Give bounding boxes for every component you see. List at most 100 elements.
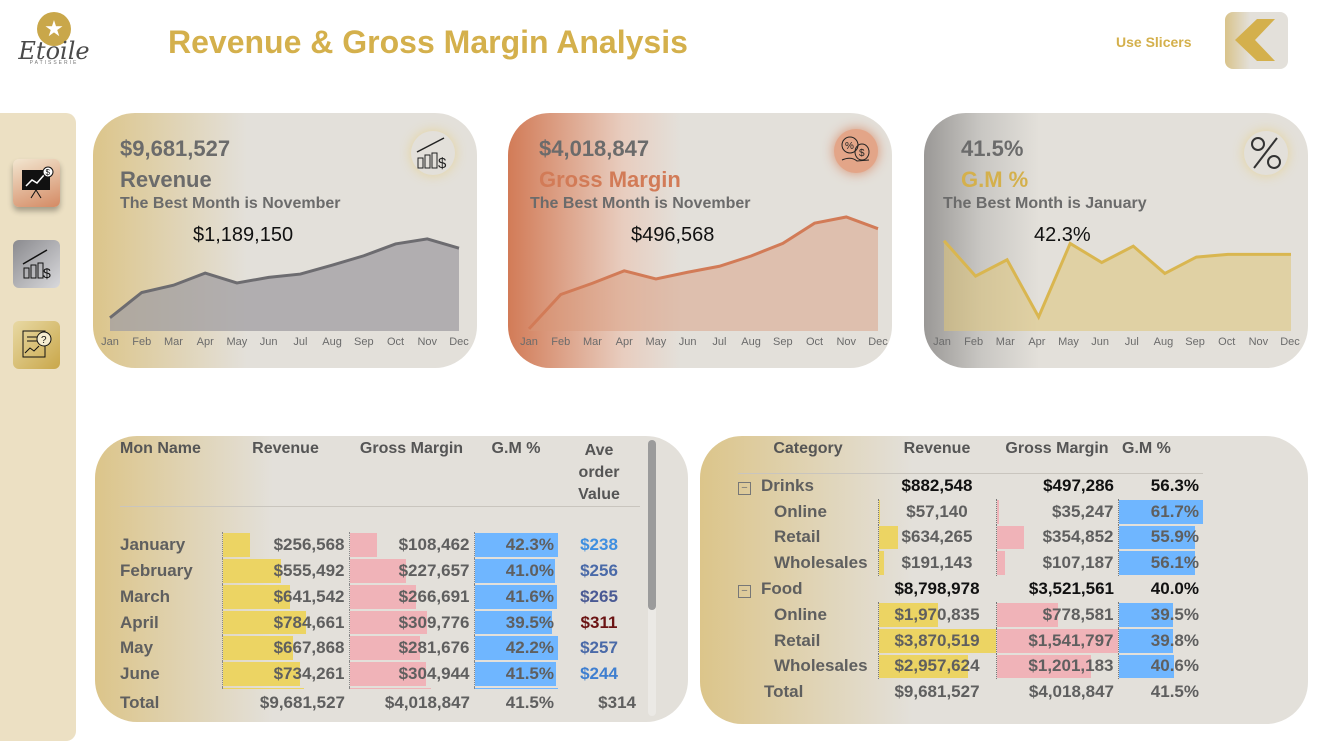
gm-percent-best-month: The Best Month is January <box>943 195 1147 212</box>
gross-margin-data-bar <box>349 610 427 635</box>
revenue-value: $256,568 <box>273 535 345 555</box>
channel-name: Online <box>774 604 827 624</box>
table-row[interactable]: April $784,661 $309,776 39.5% $311 <box>120 609 640 636</box>
x-tick-label: Jan <box>520 336 538 348</box>
channel-row[interactable]: Online $57,140 $35,247 61.7% <box>738 498 1203 525</box>
revenue-value: $191,143 <box>901 553 973 573</box>
gross-margin-card: $4,018,847 Gross Margin The Best Month i… <box>508 113 892 368</box>
sidebar-item-growth[interactable]: $ <box>13 240 60 288</box>
revenue-card: $9,681,527 Revenue The Best Month is Nov… <box>93 113 477 368</box>
gm-percent-data-bar <box>1118 602 1173 627</box>
money-hand-icon: % $ <box>834 129 878 173</box>
header-revenue[interactable]: Revenue <box>903 440 971 457</box>
x-tick-label: May <box>226 336 248 348</box>
sidebar-item-revenue-dashboard[interactable]: $ <box>13 159 60 207</box>
gm-percent-total: 41.5% <box>961 136 1024 161</box>
gross-margin-value: $227,657 <box>398 560 470 580</box>
channel-row[interactable]: Online $1,970,835 $778,581 39.5% <box>738 601 1203 628</box>
table-row[interactable]: February $555,492 $227,657 41.0% $256 <box>120 558 640 584</box>
x-tick-label: May <box>645 336 667 348</box>
month-name: May <box>120 638 154 658</box>
month-name: June <box>120 664 160 684</box>
header-gross-margin[interactable]: Gross Margin <box>359 440 464 457</box>
revenue-value: $784,661 <box>273 612 345 632</box>
avg-order-value: $238 <box>580 535 618 555</box>
monthly-total-row: Total $9,681,527 $4,018,847 41.5% $314 <box>120 690 640 716</box>
gm-percent-area-chart <box>942 239 1291 331</box>
category-group-row[interactable]: − Food $8,798,978 $3,521,561 40.0% <box>738 576 1203 602</box>
gross-margin-data-bar <box>996 602 1058 627</box>
gross-margin-value: $1,201,183 <box>1028 656 1114 676</box>
gross-margin-peak-value: $496,568 <box>631 224 715 246</box>
gm-percent-value: 42.2% <box>505 638 554 658</box>
gm-percent-data-bar <box>474 559 556 583</box>
table-row[interactable]: March $641,542 $266,691 41.6% $265 <box>120 583 640 610</box>
chevron-left-icon <box>1235 19 1275 61</box>
revenue-data-bar <box>222 559 282 583</box>
table-row[interactable]: July $773,341 $325,703 42.1% $223 <box>120 687 640 689</box>
logo-text: Etoile <box>18 37 90 65</box>
gross-margin-value: $304,944 <box>398 664 470 684</box>
channel-row[interactable]: Retail $3,870,519 $1,541,797 39.8% <box>738 627 1203 654</box>
channel-row[interactable]: Wholesales $191,143 $107,187 56.1% <box>738 550 1203 577</box>
use-slicers-link[interactable]: Use Slicers <box>1116 34 1192 50</box>
revenue-data-bar <box>222 533 250 558</box>
table-row[interactable]: June $734,261 $304,944 41.5% $244 <box>120 661 640 688</box>
area-fill <box>110 238 459 331</box>
gross-margin-total: $4,018,847 <box>539 136 650 161</box>
scrollbar-thumb[interactable] <box>648 440 656 610</box>
header-category[interactable]: Category <box>773 440 843 457</box>
percent-icon <box>1244 131 1288 175</box>
revenue-area-chart <box>109 237 460 331</box>
channel-row[interactable]: Retail $634,265 $354,852 55.9% <box>738 524 1203 551</box>
gross-margin-value: $354,852 <box>1042 527 1114 547</box>
header-month[interactable]: Mon Name <box>120 440 201 457</box>
x-tick-label: Mar <box>582 336 602 348</box>
x-tick-label: Apr <box>196 336 214 348</box>
revenue-data-bar <box>222 584 291 609</box>
revenue-value: $2,957,624 <box>894 656 980 676</box>
gm-percent-value: 39.5% <box>1150 604 1199 624</box>
x-tick-label: Feb <box>132 336 152 348</box>
gross-margin-value: $497,286 <box>1043 476 1114 496</box>
channel-name: Online <box>774 501 827 521</box>
channel-name: Retail <box>774 630 821 650</box>
header-gm-percent[interactable]: G.M % <box>491 440 541 457</box>
revenue-data-bar <box>222 662 301 687</box>
x-tick-label: Jun <box>259 336 278 348</box>
gm-percent-label: G.M % <box>961 167 1029 192</box>
revenue-data-bar <box>878 628 996 653</box>
gm-percent-data-bar <box>1118 551 1196 576</box>
header-gross-margin[interactable]: Gross Margin <box>1005 440 1109 457</box>
table-row[interactable]: January $256,568 $108,462 42.3% $238 <box>120 532 640 559</box>
svg-text:$: $ <box>43 265 51 281</box>
revenue-data-bar <box>878 654 968 679</box>
channel-name: Wholesales <box>774 553 868 573</box>
header-avg-order-value[interactable]: Ave order Value <box>578 442 620 503</box>
gm-percent-value: 61.7% <box>1150 501 1199 521</box>
total-gross-margin: $4,018,847 <box>384 692 470 712</box>
x-tick-label: Mar <box>163 336 183 348</box>
collapse-icon[interactable]: − <box>738 585 751 599</box>
gm-percent-card: 41.5% G.M % The Best Month is January 42… <box>924 113 1308 368</box>
channel-row[interactable]: Wholesales $2,957,624 $1,201,183 40.6% <box>738 653 1203 680</box>
table-row[interactable]: May $667,868 $281,676 42.2% $257 <box>120 635 640 662</box>
total-label: Total <box>120 692 160 712</box>
x-tick-label: Feb <box>551 336 571 348</box>
gross-margin-data-bar <box>996 551 1005 576</box>
table-scrollbar[interactable] <box>648 440 656 716</box>
collapse-icon[interactable]: − <box>738 482 751 496</box>
x-tick-label: Dec <box>1280 336 1300 348</box>
header-revenue[interactable]: Revenue <box>252 440 319 457</box>
revenue-total: $9,681,527 <box>120 136 231 161</box>
x-tick-label: May <box>1058 336 1079 348</box>
back-button[interactable] <box>1225 12 1288 69</box>
gross-margin-data-bar <box>349 636 420 661</box>
category-table: Category Revenue Gross Margin G.M % − Dri… <box>738 436 1203 705</box>
header-gm-percent[interactable]: G.M % <box>1122 440 1171 457</box>
x-tick-label: Jun <box>678 336 697 348</box>
gross-margin-value: $778,581 <box>1042 604 1114 624</box>
x-tick-label: Nov <box>417 336 438 348</box>
sidebar-item-analysis[interactable]: ? <box>13 321 60 369</box>
category-group-row[interactable]: − Drinks $882,548 $497,286 56.3% <box>738 473 1203 499</box>
